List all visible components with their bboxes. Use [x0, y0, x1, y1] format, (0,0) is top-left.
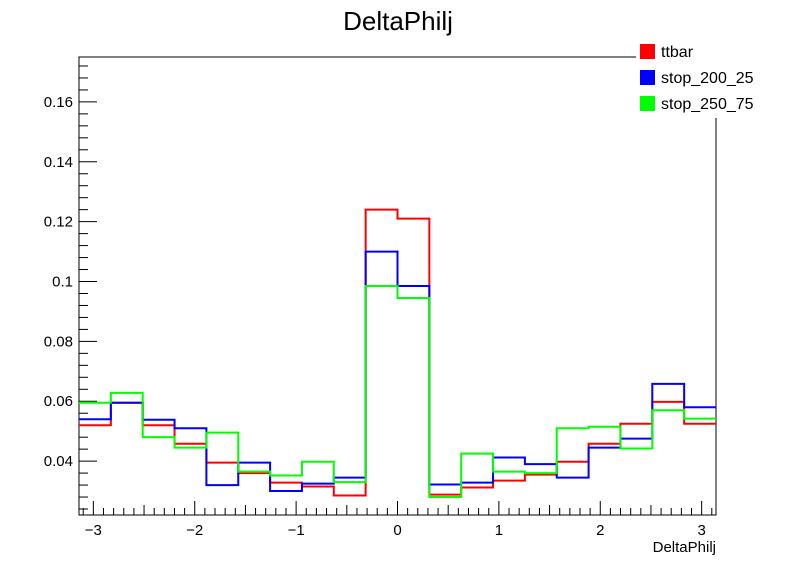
x-tick-label: 1 [495, 522, 503, 539]
series-step-line-stop-200-25 [79, 250, 716, 493]
x-tick-label: −3 [85, 522, 102, 539]
series-stop-250-75 [79, 285, 716, 499]
y-tick-label: 0.06 [44, 393, 73, 410]
series-step-line-ttbar [79, 208, 716, 497]
chart-title: DeltaPhilj [343, 6, 453, 36]
legend: ttbar stop_200_25 stop_250_75 [636, 40, 754, 118]
y-tick-label: 0.04 [44, 453, 73, 470]
series-ttbar [79, 208, 716, 497]
legend-label-stop-250-75: stop_250_75 [661, 96, 754, 113]
y-tick-label: 0.16 [44, 94, 73, 111]
x-axis-title: DeltaPhilj [653, 539, 716, 556]
y-tick-label: 0.12 [44, 214, 73, 231]
y-tick-label: 0.1 [52, 274, 73, 291]
x-tick-label: −1 [288, 522, 305, 539]
x-tick-label: 2 [596, 522, 604, 539]
y-tick-label: 0.08 [44, 333, 73, 350]
x-tick-label: 0 [393, 522, 401, 539]
legend-swatch-stop-250-75 [640, 96, 655, 111]
legend-label-ttbar: ttbar [661, 44, 694, 61]
x-axis: −3 −2 −1 0 1 2 3 [82, 501, 713, 539]
series-stop-200-25 [79, 250, 716, 493]
legend-swatch-ttbar [640, 44, 655, 59]
series-step-line-stop-250-75 [79, 285, 716, 499]
legend-swatch-stop-200-25 [640, 70, 655, 85]
x-tick-label: −2 [186, 522, 203, 539]
x-tick-label: 3 [697, 522, 705, 539]
legend-label-stop-200-25: stop_200_25 [661, 70, 754, 87]
y-axis: 0.04 0.06 0.08 0.1 0.12 0.14 0.16 [44, 65, 97, 510]
series-layer [79, 208, 716, 499]
y-tick-label: 0.14 [44, 154, 73, 171]
